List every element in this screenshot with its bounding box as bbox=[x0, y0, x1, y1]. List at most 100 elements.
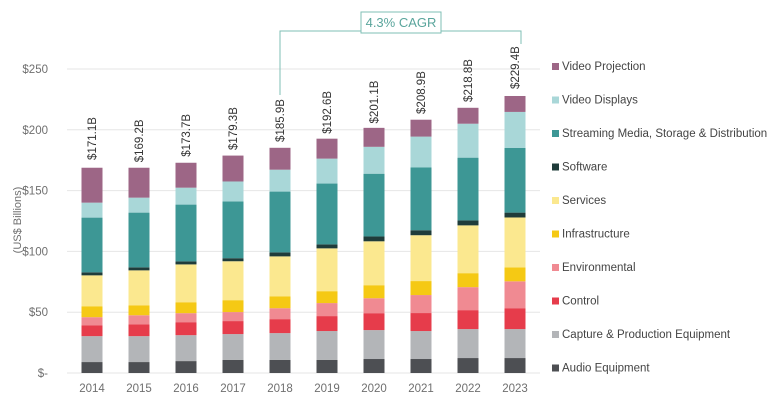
bar-stack-2020 bbox=[363, 127, 385, 373]
bar-segment-services bbox=[410, 235, 432, 282]
y-tick-label: $250 bbox=[22, 64, 48, 76]
total-label: $171.1B bbox=[87, 117, 99, 160]
bar-segment-streaming-media-storage-distribution bbox=[81, 217, 103, 273]
total-label: $179.3B bbox=[228, 107, 240, 150]
bar-segment-infrastructure bbox=[128, 305, 150, 316]
bar-segment-video-projection bbox=[175, 162, 197, 188]
y-tick-label: $150 bbox=[22, 186, 48, 198]
bar-segment-capture-production-equipment bbox=[316, 331, 338, 360]
legend-item: Software bbox=[552, 162, 607, 174]
legend-label: Infrastructure bbox=[562, 229, 630, 241]
bar-stack-2021 bbox=[410, 119, 432, 373]
legend-item: Video Displays bbox=[552, 95, 638, 107]
bar-segment-control bbox=[316, 316, 338, 332]
legend-swatch bbox=[552, 130, 559, 137]
y-tick-label: $- bbox=[38, 368, 48, 380]
total-labels: $171.1B $169.2B $173.7B $179.3B $185.9B $192.… bbox=[87, 46, 522, 162]
bar-segment-video-projection bbox=[269, 147, 291, 170]
bar-segment-audio-equipment bbox=[457, 358, 479, 373]
bar-segment-streaming-media-storage-distribution bbox=[128, 212, 150, 268]
bar-segment-streaming-media-storage-distribution bbox=[504, 147, 526, 213]
total-label: $173.7B bbox=[181, 114, 193, 157]
bar-segment-video-projection bbox=[410, 119, 432, 137]
bar-stack-2023 bbox=[504, 95, 526, 373]
total-label: $229.4B bbox=[510, 46, 522, 89]
bar-segment-streaming-media-storage-distribution bbox=[222, 201, 244, 259]
bar-segment-services bbox=[81, 275, 103, 307]
bar-segment-control bbox=[504, 308, 526, 330]
bar-segment-services bbox=[269, 256, 291, 297]
bar-segment-video-displays bbox=[504, 111, 526, 148]
bar-segment-audio-equipment bbox=[269, 359, 291, 373]
bar-segment-environmental bbox=[175, 313, 197, 323]
legend-label: Video Displays bbox=[562, 95, 638, 107]
bar-segment-control bbox=[175, 322, 197, 336]
x-tick-label: 2017 bbox=[220, 383, 246, 395]
bar-segment-video-displays bbox=[457, 123, 479, 158]
legend-swatch bbox=[552, 197, 559, 204]
bar-segment-audio-equipment bbox=[316, 359, 338, 373]
bar-segment-capture-production-equipment bbox=[269, 333, 291, 360]
bar-segment-video-projection bbox=[81, 167, 103, 203]
legend-item: Audio Equipment bbox=[552, 363, 650, 375]
bar-segment-audio-equipment bbox=[128, 362, 150, 373]
bar-segment-video-displays bbox=[269, 169, 291, 192]
bar-segment-video-projection bbox=[316, 138, 338, 159]
bar-segment-environmental bbox=[363, 298, 385, 314]
bar-segment-environmental bbox=[128, 315, 150, 325]
bar-segment-video-projection bbox=[128, 167, 150, 198]
cagr-annotation: 4.3% CAGR bbox=[279, 11, 522, 95]
bar-segment-control bbox=[363, 313, 385, 331]
y-tick-label: $200 bbox=[22, 125, 48, 137]
bar-segment-infrastructure bbox=[81, 306, 103, 318]
bar-segment-services bbox=[222, 261, 244, 301]
cagr-box bbox=[360, 11, 442, 34]
x-tick-label: 2023 bbox=[502, 383, 528, 395]
bar-segment-environmental bbox=[410, 295, 432, 314]
bar-segment-services bbox=[175, 264, 197, 303]
bar-segment-video-displays bbox=[81, 202, 103, 218]
bar-stack-2022 bbox=[457, 107, 479, 373]
bar-stack-2016 bbox=[175, 162, 197, 373]
legend-label: Control bbox=[562, 296, 599, 308]
bar-segment-audio-equipment bbox=[410, 359, 432, 373]
bar-segment-control bbox=[222, 321, 244, 335]
y-axis-ticks: $- $50 $100 $150 $200 $250 bbox=[22, 64, 48, 380]
bar-segment-video-displays bbox=[316, 158, 338, 184]
bar-segment-video-displays bbox=[175, 187, 197, 205]
legend-item: Capture & Production Equipment bbox=[552, 329, 731, 341]
x-tick-label: 2021 bbox=[408, 383, 434, 395]
bar-segment-environmental bbox=[222, 312, 244, 322]
bar-segment-infrastructure bbox=[222, 300, 244, 313]
bar-segment-software bbox=[81, 272, 103, 276]
bar-segment-capture-production-equipment bbox=[504, 329, 526, 359]
bar-segment-streaming-media-storage-distribution bbox=[269, 191, 291, 253]
bar-segment-control bbox=[410, 313, 432, 332]
bar-segment-streaming-media-storage-distribution bbox=[316, 183, 338, 245]
x-tick-label: 2019 bbox=[314, 383, 340, 395]
legend-label: Audio Equipment bbox=[562, 363, 650, 375]
bar-segment-software bbox=[269, 252, 291, 257]
bar-segment-capture-production-equipment bbox=[128, 336, 150, 363]
y-axis-label: (US$ Billions) bbox=[12, 187, 24, 254]
x-tick-label: 2018 bbox=[267, 383, 293, 395]
legend-swatch bbox=[552, 96, 559, 104]
bar-segment-services bbox=[457, 225, 479, 274]
legend-label: Capture & Production Equipment bbox=[562, 329, 731, 341]
bar-segment-video-projection bbox=[504, 95, 526, 112]
bar-segment-infrastructure bbox=[316, 291, 338, 304]
x-axis-ticks: 2014 2015 2016 2017 2018 2019 2020 2021 2022 2023 bbox=[79, 383, 528, 395]
bar-segment-audio-equipment bbox=[222, 359, 244, 373]
bar-segment-streaming-media-storage-distribution bbox=[363, 173, 385, 237]
x-tick-label: 2016 bbox=[173, 383, 199, 395]
bar-segment-infrastructure bbox=[457, 273, 479, 288]
legend-item: Environmental bbox=[552, 262, 636, 274]
bar-segment-streaming-media-storage-distribution bbox=[457, 157, 479, 221]
bar-segment-control bbox=[81, 325, 103, 337]
bars bbox=[81, 95, 526, 373]
total-label: $169.2B bbox=[134, 119, 146, 162]
bar-segment-capture-production-equipment bbox=[363, 330, 385, 360]
bar-segment-audio-equipment bbox=[504, 358, 526, 373]
total-label: $185.9B bbox=[275, 99, 287, 142]
